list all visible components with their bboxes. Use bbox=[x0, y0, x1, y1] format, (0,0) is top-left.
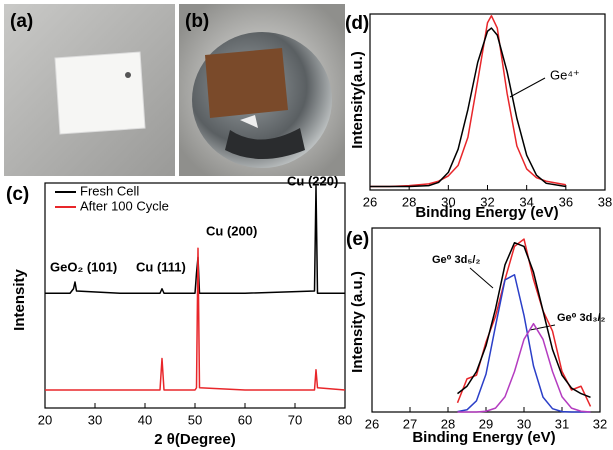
peak-label: Ge⁴⁺ bbox=[550, 67, 580, 82]
x-tick-label: 27 bbox=[403, 416, 417, 431]
x-tick-label: 30 bbox=[88, 412, 102, 427]
panel-label: (c) bbox=[6, 184, 29, 205]
peak-label: Ge⁰ 3d₃/₂ bbox=[557, 312, 606, 324]
plot-frame bbox=[370, 14, 605, 190]
series-line bbox=[458, 275, 591, 412]
x-tick-label: 40 bbox=[138, 412, 152, 427]
x-tick-label: 80 bbox=[338, 412, 352, 427]
peak-label: Cu (220) bbox=[287, 173, 338, 188]
x-tick-label: 30 bbox=[441, 194, 455, 209]
x-tick-label: 30 bbox=[517, 416, 531, 431]
x-tick-label: 70 bbox=[288, 412, 302, 427]
y-axis-label: Intensity (a.u.) bbox=[349, 271, 366, 373]
x-tick-label: 60 bbox=[238, 412, 252, 427]
x-tick-label: 34 bbox=[519, 194, 533, 209]
panel-label: (d) bbox=[345, 13, 369, 34]
peak-label: GeO₂ (101) bbox=[50, 259, 117, 274]
photo-label: (a) bbox=[10, 11, 33, 32]
photo-label: (b) bbox=[185, 11, 209, 32]
x-tick-label: 28 bbox=[441, 416, 455, 431]
x-tick-label: 31 bbox=[555, 416, 569, 431]
legend-label: After 100 Cycle bbox=[80, 198, 169, 213]
photo-a: (a) bbox=[4, 4, 175, 176]
x-tick-label: 38 bbox=[598, 194, 612, 209]
x-tick-label: 28 bbox=[402, 194, 416, 209]
leader-line bbox=[470, 268, 493, 288]
y-axis-label: Intensity(a.u.) bbox=[349, 51, 366, 149]
panel-label: (e) bbox=[346, 229, 369, 250]
series-line bbox=[370, 16, 566, 187]
legend-label: Fresh Cell bbox=[80, 183, 139, 198]
x-tick-label: 32 bbox=[593, 416, 607, 431]
figure: (a) (b) (c) 2 θ(Degree) Intensity Fresh … bbox=[0, 0, 613, 450]
y-axis-label: Intensity bbox=[11, 269, 28, 331]
x-tick-label: 50 bbox=[188, 412, 202, 427]
x-tick-label: 36 bbox=[559, 194, 573, 209]
peak-label: Cu (200) bbox=[206, 223, 257, 238]
peak-label: Cu (111) bbox=[136, 259, 186, 274]
x-tick-label: 32 bbox=[480, 194, 494, 209]
x-axis-label: 2 θ(Degree) bbox=[154, 431, 235, 448]
x-tick-label: 26 bbox=[365, 416, 379, 431]
series-line bbox=[370, 28, 566, 186]
x-axis-label: Binding Energy (eV) bbox=[412, 429, 555, 446]
x-tick-label: 20 bbox=[38, 412, 52, 427]
plot-frame bbox=[45, 183, 345, 408]
x-tick-label: 29 bbox=[479, 416, 493, 431]
leader-line bbox=[510, 78, 545, 97]
photo-b: (b) bbox=[179, 4, 345, 176]
peak-label: Ge⁰ 3d₅/₂ bbox=[432, 254, 480, 266]
x-tick-label: 26 bbox=[363, 194, 377, 209]
